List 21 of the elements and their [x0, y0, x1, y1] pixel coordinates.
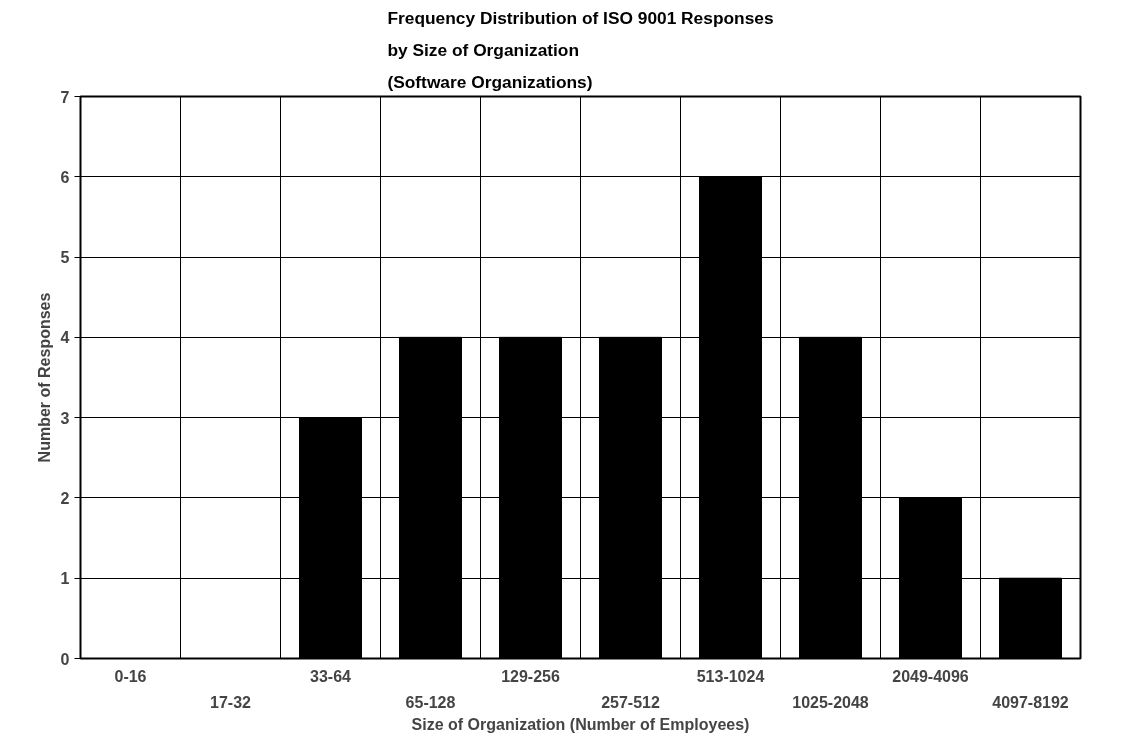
- y-tick-label: 5: [60, 249, 70, 267]
- x-tick-label: 513-1024: [696, 667, 765, 685]
- y-tick-label: 1: [60, 570, 70, 588]
- x-tick-label: 257-512: [601, 693, 660, 711]
- x-tick-label: 65-128: [405, 693, 456, 711]
- x-tick-label: 2049-4096: [892, 667, 969, 685]
- x-tick-label: 17-32: [210, 693, 252, 711]
- y-tick-label: 4: [60, 329, 70, 347]
- y-axis-title: Number of Responses: [35, 292, 53, 463]
- x-tick-label: 129-256: [501, 667, 560, 685]
- x-tick-label: 0-16: [114, 667, 147, 685]
- y-tick-label: 6: [60, 168, 70, 186]
- x-tick-label: 4097-8192: [992, 693, 1069, 711]
- y-tick-label: 7: [60, 88, 70, 106]
- y-tick-label: 3: [60, 409, 70, 427]
- y-tick-label: 0: [60, 650, 70, 668]
- x-tick-label: 1025-2048: [792, 693, 869, 711]
- x-tick-label: 33-64: [310, 667, 352, 685]
- chart-title: Frequency Distribution of ISO 9001 Responses by Size of Organization (Software Organizations): [387, 7, 774, 92]
- y-tick-label: 2: [60, 489, 70, 507]
- x-axis-title: Size of Organization (Number of Employees): [411, 715, 750, 733]
